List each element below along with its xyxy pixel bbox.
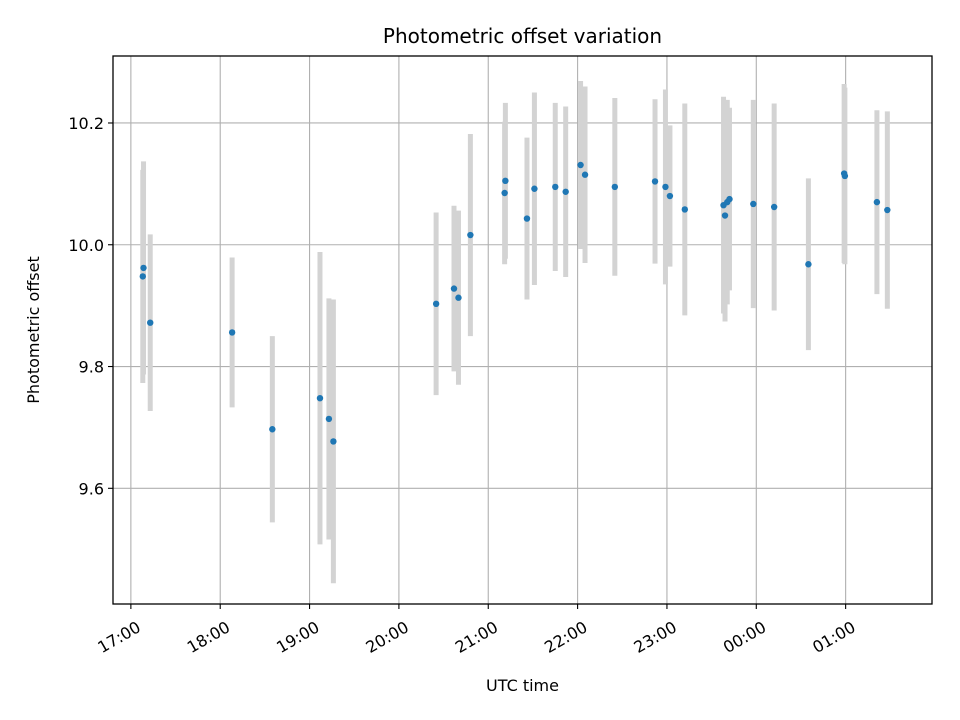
data-point [581, 171, 589, 178]
data-point [140, 264, 147, 272]
y-tick-label: 10.0 [68, 236, 104, 255]
data-point [502, 177, 509, 185]
data-point [455, 294, 462, 301]
data-point [562, 188, 569, 195]
data-point [269, 426, 276, 433]
chart-title: Photometric offset variation [383, 24, 662, 48]
data-point [662, 183, 669, 191]
data-point [873, 198, 881, 206]
data-point [770, 203, 778, 211]
y-tick-label: 9.6 [79, 479, 104, 498]
data-point [805, 261, 812, 268]
data-point [726, 195, 733, 203]
data-point [450, 285, 458, 292]
data-point [611, 183, 619, 191]
data-point [501, 189, 508, 197]
data-point [884, 206, 891, 214]
data-point [666, 192, 674, 200]
data-points [139, 161, 891, 445]
y-tick-label: 9.8 [79, 358, 104, 377]
data-point [577, 161, 584, 169]
data-point [228, 329, 236, 336]
data-point [531, 185, 538, 192]
data-point [325, 415, 333, 423]
data-point [681, 206, 689, 213]
y-tick-label: 10.2 [68, 114, 104, 133]
plot-frame [112, 55, 933, 605]
x-axis-label: UTC time [486, 676, 559, 695]
data-point [523, 215, 531, 222]
data-point [750, 200, 757, 208]
data-point [841, 172, 849, 180]
data-point [316, 394, 324, 402]
data-point [330, 438, 337, 445]
data-point [721, 212, 729, 219]
data-point [651, 178, 659, 185]
data-point [467, 231, 474, 239]
y-axis-label: Photometric offset [24, 256, 43, 404]
data-point [432, 300, 440, 308]
data-point [552, 183, 559, 191]
data-point [139, 273, 146, 280]
y-axis: 9.6 9.8 10.0 10.2 [68, 114, 113, 498]
data-point [147, 319, 154, 326]
